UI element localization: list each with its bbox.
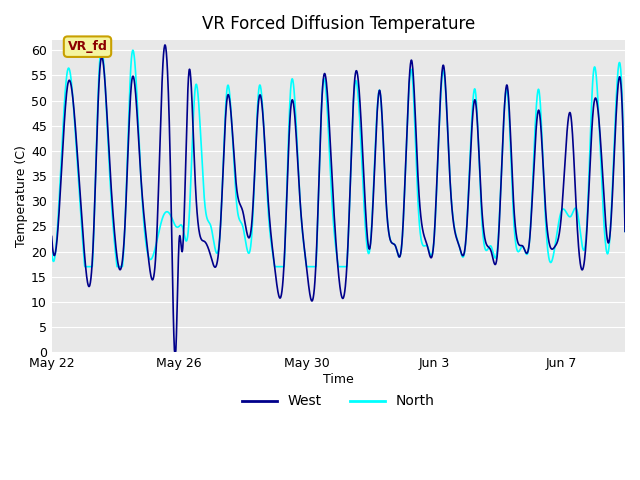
Title: VR Forced Diffusion Temperature: VR Forced Diffusion Temperature: [202, 15, 475, 33]
Text: VR_fd: VR_fd: [68, 40, 108, 53]
X-axis label: Time: Time: [323, 373, 354, 386]
Legend: West, North: West, North: [237, 389, 440, 414]
Y-axis label: Temperature (C): Temperature (C): [15, 145, 28, 247]
